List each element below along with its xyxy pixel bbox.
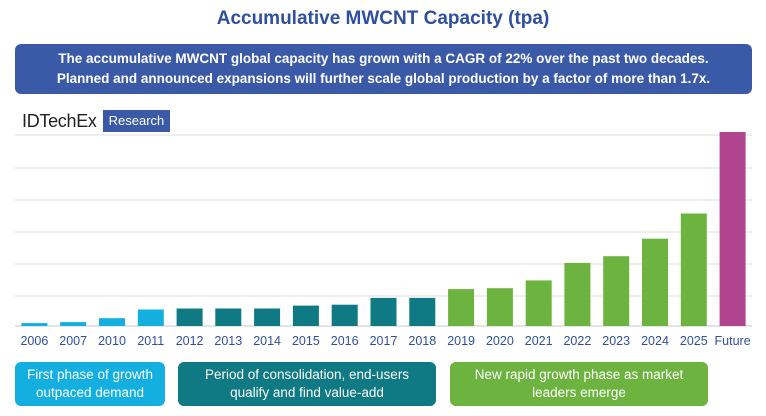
logo-tag: Research — [102, 110, 171, 132]
bar-2014 — [254, 308, 281, 326]
summary-line-2: Planned and announced expansions will fu… — [56, 71, 711, 86]
x-tick-label: 2019 — [447, 334, 475, 348]
bar-2020 — [486, 288, 513, 326]
phase-1-line-1: First phase of growth — [26, 367, 154, 382]
logo-name: IDTechEx — [22, 111, 97, 131]
bar-2022 — [564, 262, 591, 326]
phase-3-line-2: leaders emerge — [532, 385, 626, 400]
bar-2019 — [448, 289, 475, 326]
phase-label-rapid-growth: New rapid growth phase as market leaders… — [450, 362, 708, 406]
bar-future — [719, 132, 746, 326]
x-tick-label: 2024 — [641, 334, 669, 348]
bar-2017 — [370, 297, 397, 326]
bar-2023 — [603, 256, 630, 326]
phase-2-line-1: Period of consolidation, end-users — [204, 367, 410, 382]
bar-2016 — [331, 304, 358, 326]
x-tick-label: 2013 — [214, 334, 242, 348]
chart-title: Accumulative MWCNT Capacity (tpa) — [216, 8, 550, 29]
x-tick-label: 2021 — [525, 334, 553, 348]
bar-2021 — [525, 280, 552, 326]
bar-2010 — [99, 318, 125, 326]
bar-2025 — [680, 213, 707, 326]
x-tick-label: 2014 — [253, 334, 281, 348]
x-tick-label: 2018 — [408, 334, 436, 348]
phase-3-line-1: New rapid growth phase as market — [474, 367, 684, 382]
x-tick-label: 2015 — [292, 334, 320, 348]
bar-2007 — [60, 322, 87, 326]
x-tick-label: 2016 — [331, 334, 359, 348]
summary-banner: The accumulative MWCNT global capacity h… — [15, 44, 752, 94]
x-tick-label: Future — [715, 334, 751, 348]
x-tick-label: 2017 — [370, 334, 398, 348]
x-tick-label: 2022 — [563, 334, 591, 348]
x-tick-label: 2011 — [137, 334, 164, 348]
x-tick-label: 2025 — [680, 334, 708, 348]
phase-label-consolidation: Period of consolidation, end-users quali… — [178, 362, 436, 406]
bar-2006 — [21, 323, 48, 326]
x-tick-label: 2023 — [602, 334, 630, 348]
phase-1-line-2: outpaced demand — [35, 385, 145, 400]
x-tick-label: 2020 — [486, 334, 514, 348]
capacity-bar-chart: 2006 2007 2010 2011 2012 2013 2014 2015 2016 2017… — [15, 132, 752, 348]
bar-2011 — [137, 309, 164, 326]
x-tick-label: 2007 — [59, 334, 87, 348]
x-tick-label: 2010 — [98, 334, 126, 348]
phase-2-line-2: qualify and find value-add — [230, 385, 384, 400]
bar-2024 — [642, 238, 668, 326]
bar-2013 — [215, 308, 242, 326]
bar-2018 — [409, 297, 436, 326]
bar-2015 — [292, 305, 319, 326]
x-tick-label: 2012 — [176, 334, 204, 348]
bar-2012 — [176, 308, 203, 326]
summary-line-1: The accumulative MWCNT global capacity h… — [58, 51, 709, 66]
phase-label-first-growth: First phase of growth outpaced demand — [15, 362, 165, 406]
x-tick-label: 2006 — [20, 334, 48, 348]
idtechex-logo: IDTechEx Research — [22, 110, 171, 132]
